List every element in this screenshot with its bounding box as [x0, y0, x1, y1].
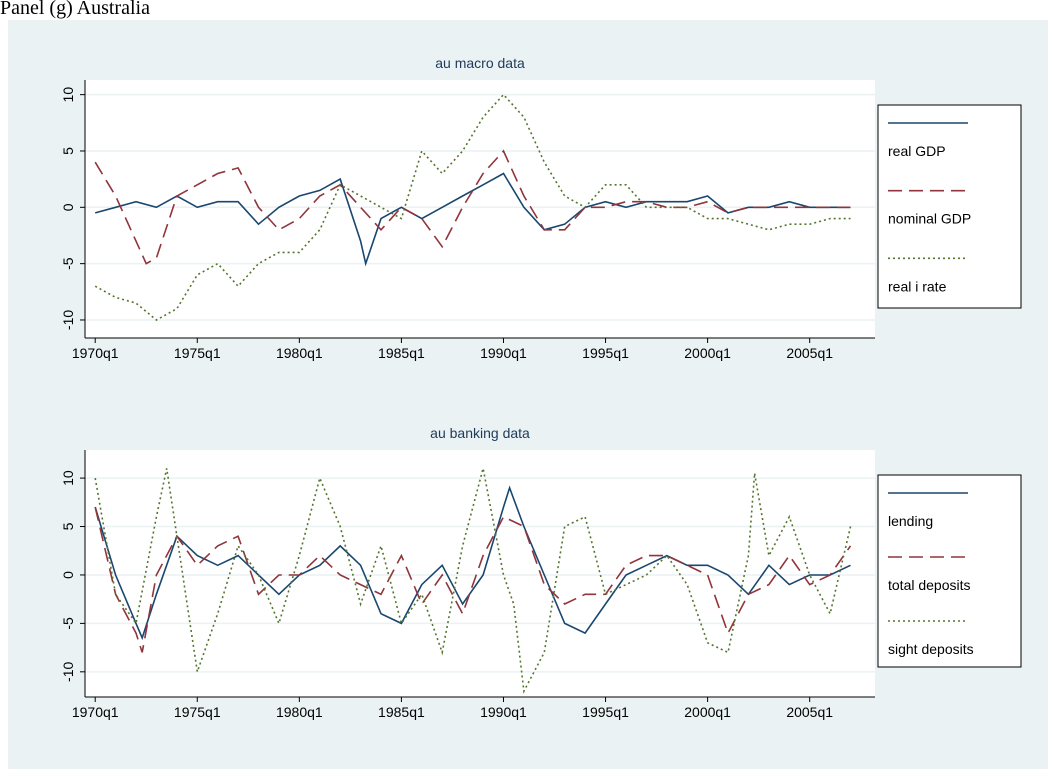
x-tick-label: 2000q1 [684, 345, 731, 361]
legend-box [877, 104, 1022, 309]
line-series [94, 485, 851, 641]
plot-region [85, 450, 875, 697]
y-tick-label: 0 [60, 571, 76, 579]
x-tick-label: 1980q1 [276, 704, 323, 720]
x-tick-label: 1975q1 [174, 704, 221, 720]
y-tick-label: 10 [60, 470, 76, 486]
y-tick-label: 5 [60, 147, 76, 155]
x-tick-label: 1990q1 [480, 345, 527, 361]
line-series [94, 506, 852, 653]
line-series [94, 468, 852, 694]
legend-label: real GDP [888, 143, 946, 159]
y-tick-label: -5 [60, 257, 76, 270]
y-tick-label: -10 [60, 310, 76, 330]
x-tick-label: 1970q1 [72, 704, 119, 720]
legend-label: lending [888, 513, 933, 529]
legend-label: real i rate [888, 278, 947, 294]
line-series [94, 172, 851, 267]
x-tick-label: 1995q1 [582, 345, 629, 361]
legend-label: sight deposits [888, 641, 974, 657]
y-tick-label: 0 [60, 203, 76, 211]
x-tick-label: 2005q1 [786, 345, 833, 361]
x-tick-label: 1975q1 [174, 345, 221, 361]
y-tick-label: 5 [60, 522, 76, 530]
legend-label: total deposits [888, 577, 971, 593]
x-tick-label: 1985q1 [378, 345, 425, 361]
x-tick-label: 1990q1 [480, 704, 527, 720]
plot-region [85, 80, 875, 338]
y-tick-label: -5 [60, 617, 76, 630]
y-tick-label: -10 [60, 661, 76, 681]
y-tick-label: 10 [60, 87, 76, 103]
chart-title: au banking data [430, 425, 530, 441]
legend-box [877, 474, 1022, 668]
x-tick-label: 1980q1 [276, 345, 323, 361]
x-tick-label: 1985q1 [378, 704, 425, 720]
chart-title: au macro data [435, 55, 525, 71]
x-tick-label: 1970q1 [72, 345, 119, 361]
x-tick-label: 2000q1 [684, 704, 731, 720]
x-tick-label: 2005q1 [786, 704, 833, 720]
page-title: Panel (g) Australia [0, 0, 150, 19]
x-tick-label: 1995q1 [582, 704, 629, 720]
legend-label: nominal GDP [888, 211, 971, 227]
line-series [94, 149, 851, 265]
